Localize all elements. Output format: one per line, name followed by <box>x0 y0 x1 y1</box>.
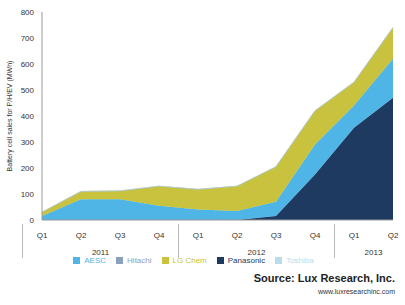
svg-text:Q3: Q3 <box>115 231 126 240</box>
svg-text:2012: 2012 <box>248 248 266 257</box>
svg-text:700: 700 <box>21 34 35 43</box>
svg-text:Q4: Q4 <box>310 231 321 240</box>
svg-text:Battery cell sales for P/H/EV: Battery cell sales for P/H/EV (MWh) <box>8 61 14 172</box>
svg-text:2013: 2013 <box>365 248 383 257</box>
svg-text:600: 600 <box>21 60 35 69</box>
html-text:Source: Lux Research, Inc.: Source: Lux Research, Inc. <box>253 272 395 284</box>
svg-text:500: 500 <box>21 86 35 95</box>
svg-text:Q1: Q1 <box>349 231 360 240</box>
svg-text:2011: 2011 <box>92 248 110 257</box>
svg-text:Q1: Q1 <box>193 231 204 240</box>
svg-text:Q2: Q2 <box>388 231 397 240</box>
svg-text:Q2: Q2 <box>232 231 243 240</box>
html-text:Hitachi: Hitachi <box>127 256 152 265</box>
html-text:Toshiba: Toshiba <box>286 256 314 265</box>
html-text:Panasonic: Panasonic <box>227 256 266 265</box>
svg-text:100: 100 <box>21 190 35 199</box>
svg-text:0: 0 <box>30 216 35 225</box>
svg-text:400: 400 <box>21 112 35 121</box>
svg-text:800: 800 <box>21 8 35 17</box>
svg-text:Q2: Q2 <box>76 231 87 240</box>
html-text:www.luxresearchinc.com: www.luxresearchinc.com <box>318 288 395 295</box>
svg-text:Q3: Q3 <box>271 231 282 240</box>
svg-text:Q4: Q4 <box>154 231 165 240</box>
html-text:LG Chem: LG Chem <box>172 256 207 265</box>
svg-text:300: 300 <box>21 138 35 147</box>
svg-text:Q1: Q1 <box>37 231 48 240</box>
svg-text:200: 200 <box>21 164 35 173</box>
html-text:AESC: AESC <box>84 256 107 265</box>
